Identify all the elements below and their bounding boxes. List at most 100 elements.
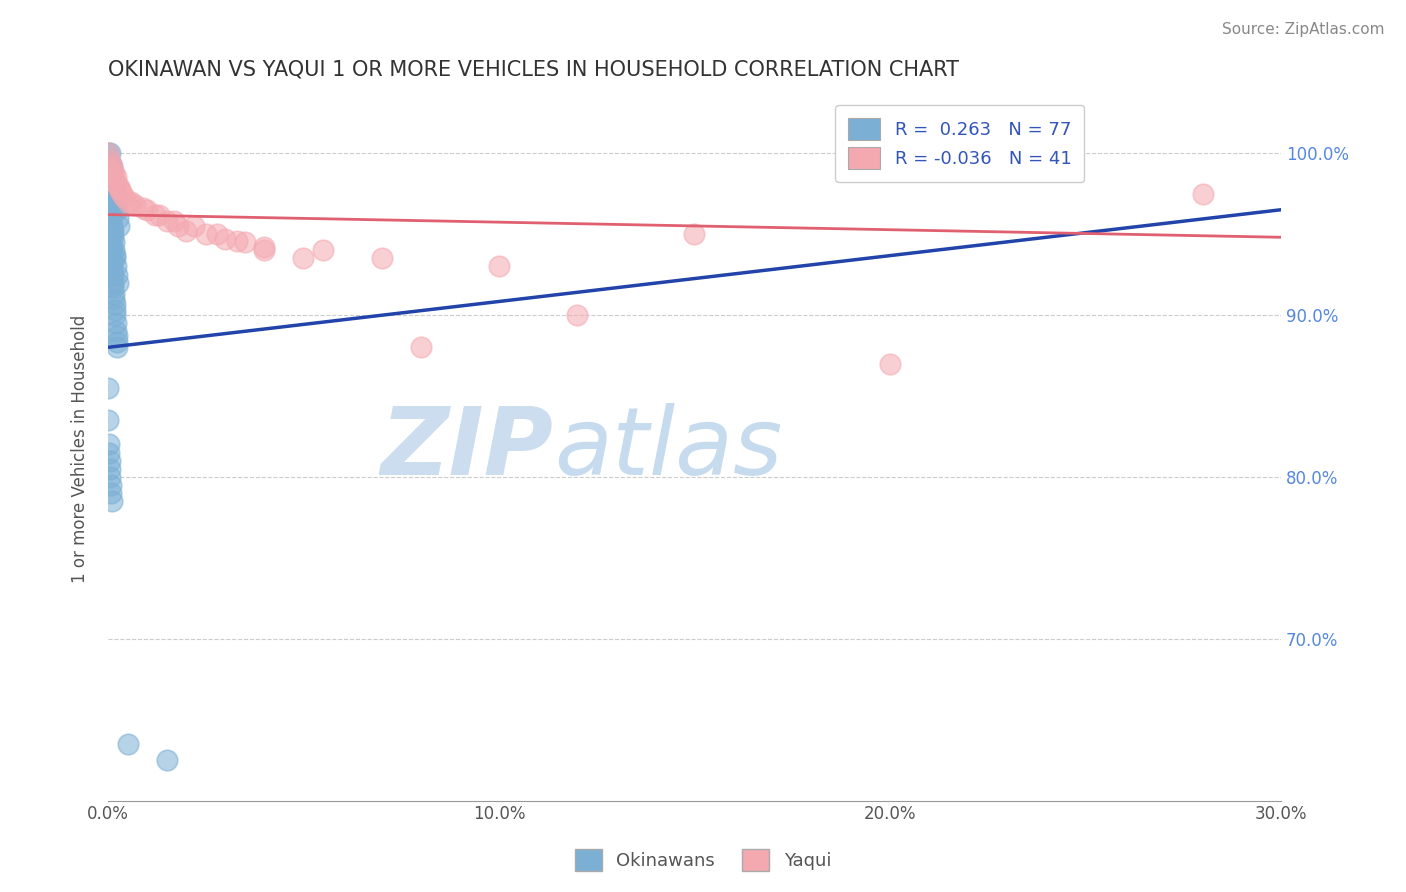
Point [101,268,124,282]
Point [136,202,159,217]
Point [143,208,166,222]
Point [101,169,124,183]
Point [100,252,122,266]
Point [97,437,120,451]
Point [120,194,142,209]
Point [97,159,120,173]
Legend: Okinawans, Yaqui: Okinawans, Yaqui [568,842,838,879]
Point [107,219,129,233]
Point [101,182,124,196]
Point [98,162,121,177]
Point [98,146,121,161]
Point [104,296,127,310]
Point [312,244,335,258]
Point [253,244,276,258]
Point [167,219,190,233]
Point [183,219,205,233]
Point [101,227,124,241]
Point [98,227,121,241]
Point [112,190,135,204]
Point [104,303,127,318]
Point [101,276,124,290]
Point [132,201,155,215]
Point [107,211,129,225]
Point [105,340,128,354]
Point [100,157,122,171]
Point [117,737,139,751]
Point [207,227,229,241]
Point [97,146,120,161]
Point [104,260,127,274]
Point [98,445,121,459]
Point [488,260,510,274]
Point [174,224,197,238]
Point [97,194,120,209]
Point [103,244,125,258]
Point [156,753,179,767]
Point [100,162,122,177]
Point [103,235,125,249]
Point [409,340,432,354]
Point [101,219,124,233]
Point [101,178,124,193]
Point [100,478,122,492]
Point [103,178,125,193]
Point [117,194,139,209]
Point [97,202,120,217]
Point [101,159,124,173]
Point [107,276,129,290]
Point [124,198,146,212]
Point [100,494,122,508]
Text: atlas: atlas [554,403,782,494]
Point [104,194,127,209]
Point [108,182,131,196]
Point [98,470,121,484]
Point [107,178,129,193]
Point [101,262,124,277]
Point [105,324,128,338]
Point [105,202,128,217]
Point [97,146,120,161]
Point [97,170,120,185]
Point [97,178,120,193]
Point [104,186,127,201]
Point [226,234,249,248]
Legend: R =  0.263   N = 77, R = -0.036   N = 41: R = 0.263 N = 77, R = -0.036 N = 41 [835,105,1084,182]
Point [98,462,121,476]
Point [98,154,121,169]
Point [100,170,122,185]
Point [103,165,125,179]
Point [105,329,128,343]
Point [97,154,120,169]
Point [97,381,120,395]
Point [103,292,125,306]
Point [103,191,125,205]
Point [97,413,120,427]
Point [104,252,127,266]
Point [105,268,128,282]
Point [111,186,134,201]
Point [97,165,120,179]
Point [100,486,122,500]
Point [104,170,127,185]
Text: OKINAWAN VS YAQUI 1 OR MORE VEHICLES IN HOUSEHOLD CORRELATION CHART: OKINAWAN VS YAQUI 1 OR MORE VEHICLES IN … [108,60,959,79]
Point [103,280,125,294]
Point [98,453,121,467]
Text: ZIP: ZIP [381,402,554,494]
Point [163,214,186,228]
Point [98,191,121,205]
Point [98,219,121,233]
Point [98,232,121,246]
Point [214,232,236,246]
Point [101,230,124,244]
Point [103,287,125,301]
Point [253,240,276,254]
Point [879,357,901,371]
Point [101,256,124,270]
Point [104,248,127,262]
Point [100,222,122,236]
Point [148,208,170,222]
Point [108,182,131,196]
Point [101,161,124,175]
Point [100,211,122,225]
